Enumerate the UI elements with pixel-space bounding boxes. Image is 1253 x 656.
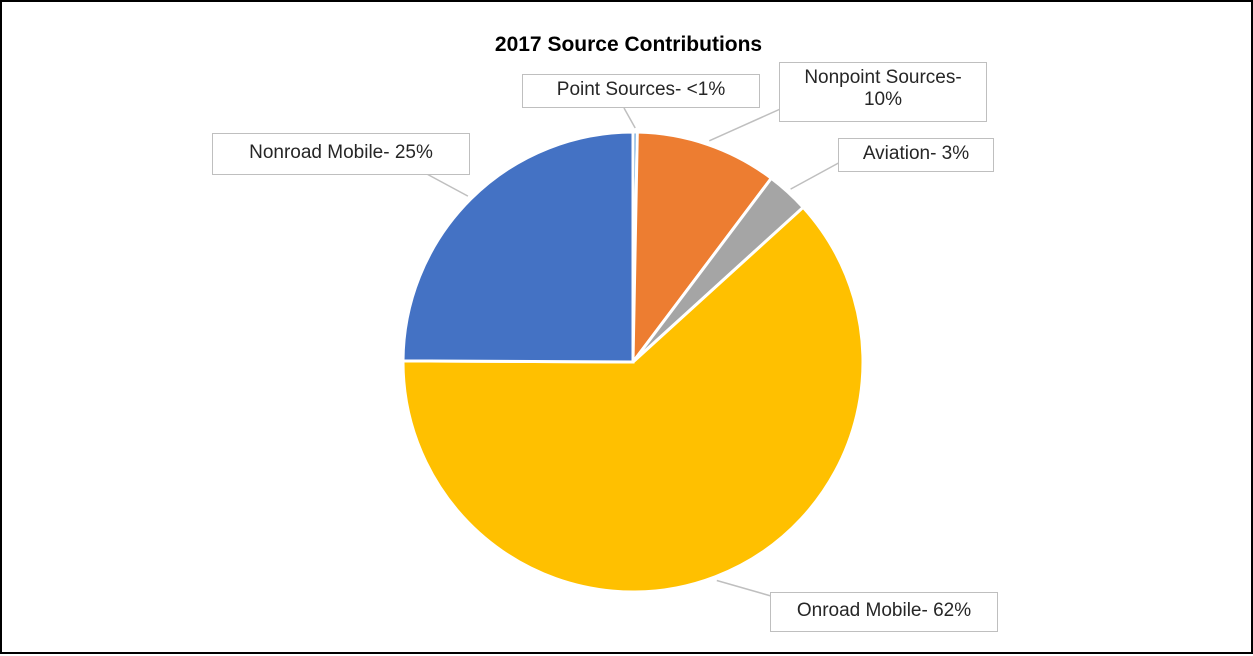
leader-line-point-sources [623, 107, 636, 129]
pie-slice-onroad-mobile [401, 205, 865, 594]
label-aviation: Aviation- 3% [838, 138, 994, 172]
label-onroad-mobile: Onroad Mobile- 62% [770, 592, 998, 632]
chart-title: 2017 Source Contributions [494, 33, 763, 56]
label-nonpoint-sources: Nonpoint Sources- 10% [779, 62, 987, 122]
leader-line-aviation [790, 159, 845, 190]
pie-slice-nonpoint-sources [631, 130, 774, 367]
label-point-sources: Point Sources- <1% [522, 74, 760, 108]
leader-line-nonpoint-sources [708, 105, 788, 142]
pie-slice-nonroad-mobile [401, 130, 635, 364]
label-nonroad-mobile: Nonroad Mobile- 25% [212, 133, 470, 175]
